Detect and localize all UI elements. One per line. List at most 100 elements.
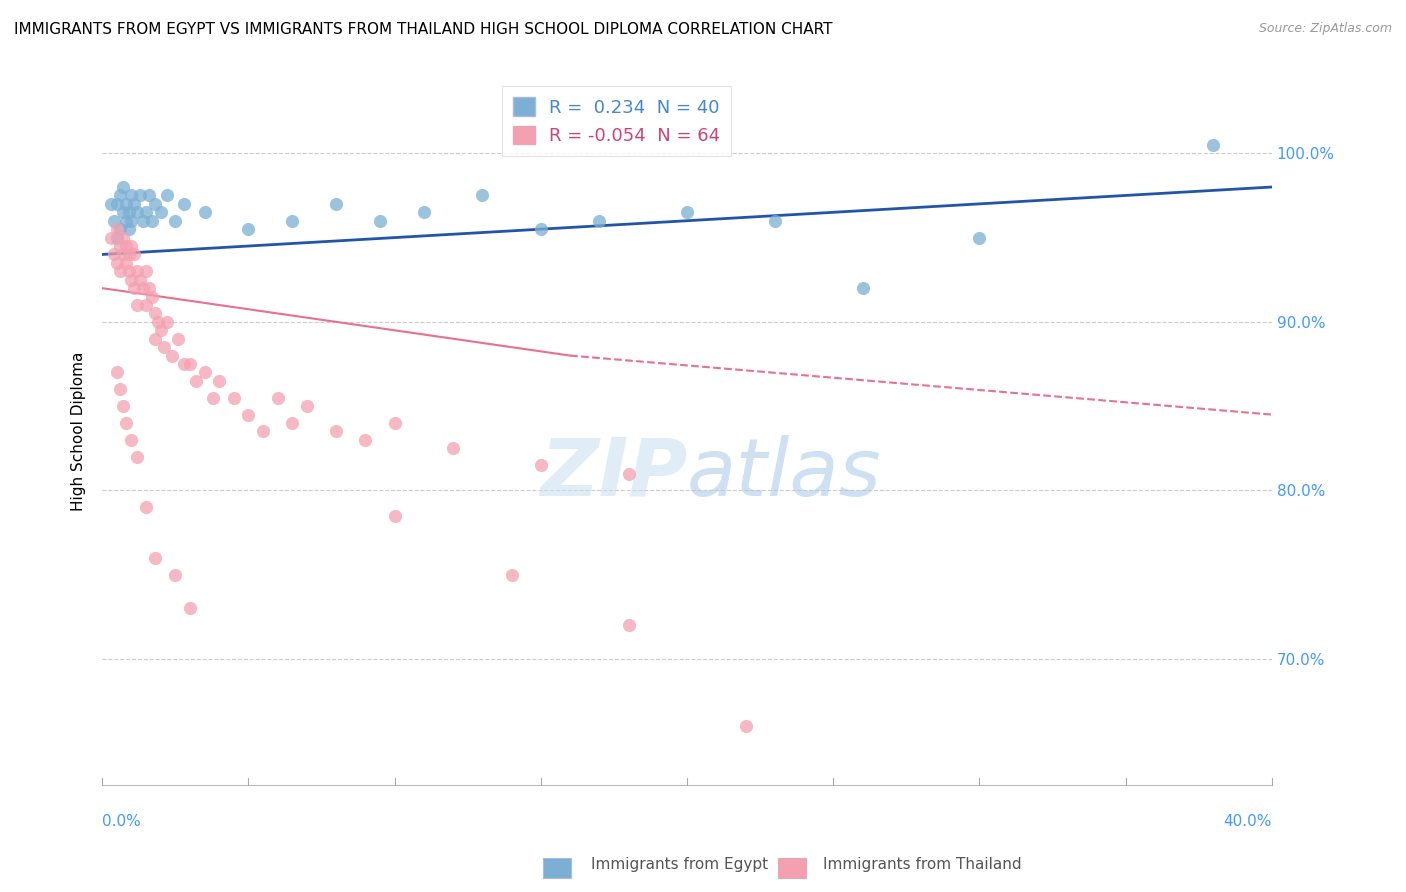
Point (124, 281, 146, 295)
Point (100, 230, 122, 244)
Point (252, 425, 274, 439)
Point (114, 213, 136, 227)
Point (202, 391, 225, 405)
Point (325, 197, 347, 211)
Point (114, 416, 136, 430)
Point (120, 273, 142, 287)
Point (179, 601, 201, 615)
Point (111, 205, 134, 219)
Point (135, 500, 157, 515)
Point (238, 408, 260, 422)
Point (173, 197, 195, 211)
Point (111, 180, 134, 194)
Point (184, 374, 207, 388)
Point (141, 213, 163, 227)
Point (135, 205, 157, 219)
Point (117, 247, 139, 261)
Point (222, 391, 245, 405)
Point (135, 264, 157, 278)
Point (111, 399, 134, 413)
Point (117, 205, 139, 219)
Point (105, 256, 128, 270)
Point (132, 281, 155, 295)
Point (135, 298, 157, 312)
Point (969, 230, 991, 244)
Point (734, 719, 756, 733)
Point (100, 197, 122, 211)
Point (143, 332, 166, 346)
Point (143, 197, 166, 211)
Point (173, 357, 195, 371)
Point (384, 508, 406, 523)
Point (412, 205, 434, 219)
Text: 40.0%: 40.0% (1223, 814, 1272, 829)
Point (117, 264, 139, 278)
Point (384, 416, 406, 430)
Text: IMMIGRANTS FROM EGYPT VS IMMIGRANTS FROM THAILAND HIGH SCHOOL DIPLOMA CORRELATIO: IMMIGRANTS FROM EGYPT VS IMMIGRANTS FROM… (14, 22, 832, 37)
Point (354, 433, 377, 447)
Point (471, 188, 494, 202)
Point (120, 433, 142, 447)
Point (117, 222, 139, 236)
Point (266, 391, 288, 405)
Point (530, 222, 553, 236)
Point (281, 416, 304, 430)
Point (120, 213, 142, 227)
Point (617, 467, 640, 481)
Point (129, 188, 152, 202)
Point (105, 366, 128, 380)
Point (138, 188, 160, 202)
Point (127, 450, 149, 464)
Point (127, 264, 149, 278)
Point (281, 213, 304, 227)
Point (588, 213, 610, 227)
Point (105, 222, 128, 236)
Point (152, 340, 174, 354)
Point (120, 188, 142, 202)
Point (146, 315, 169, 329)
Point (132, 213, 155, 227)
Point (149, 205, 172, 219)
Point (114, 197, 136, 211)
Point (143, 306, 166, 320)
Point (111, 230, 134, 244)
Point (127, 205, 149, 219)
Text: Immigrants from Thailand: Immigrants from Thailand (823, 857, 1021, 872)
Point (530, 458, 553, 472)
Point (162, 349, 184, 363)
Point (149, 323, 172, 337)
Text: atlas: atlas (688, 435, 882, 513)
Point (108, 264, 131, 278)
Point (114, 256, 136, 270)
Point (325, 425, 347, 439)
Point (105, 197, 128, 211)
Point (129, 273, 152, 287)
Point (114, 239, 136, 253)
Point (103, 213, 125, 227)
Point (617, 618, 640, 632)
Y-axis label: High School Diploma: High School Diploma (72, 351, 86, 511)
Point (155, 188, 177, 202)
Text: 0.0%: 0.0% (103, 814, 141, 829)
Point (108, 188, 131, 202)
Point (165, 567, 187, 582)
Text: Immigrants from Egypt: Immigrants from Egypt (591, 857, 768, 872)
Point (108, 382, 131, 396)
Point (155, 315, 177, 329)
Text: ZIP: ZIP (540, 435, 688, 513)
Point (763, 213, 786, 227)
Point (193, 205, 215, 219)
Point (138, 281, 160, 295)
Point (208, 374, 231, 388)
Text: Source: ZipAtlas.com: Source: ZipAtlas.com (1258, 22, 1392, 36)
Point (165, 213, 187, 227)
Point (193, 366, 215, 380)
Point (295, 399, 318, 413)
Point (238, 222, 260, 236)
Legend: R =  0.234  N = 40, R = -0.054  N = 64: R = 0.234 N = 40, R = -0.054 N = 64 (502, 87, 731, 156)
Point (179, 357, 201, 371)
Point (120, 239, 142, 253)
Point (141, 290, 163, 304)
Point (108, 239, 131, 253)
Point (111, 247, 134, 261)
